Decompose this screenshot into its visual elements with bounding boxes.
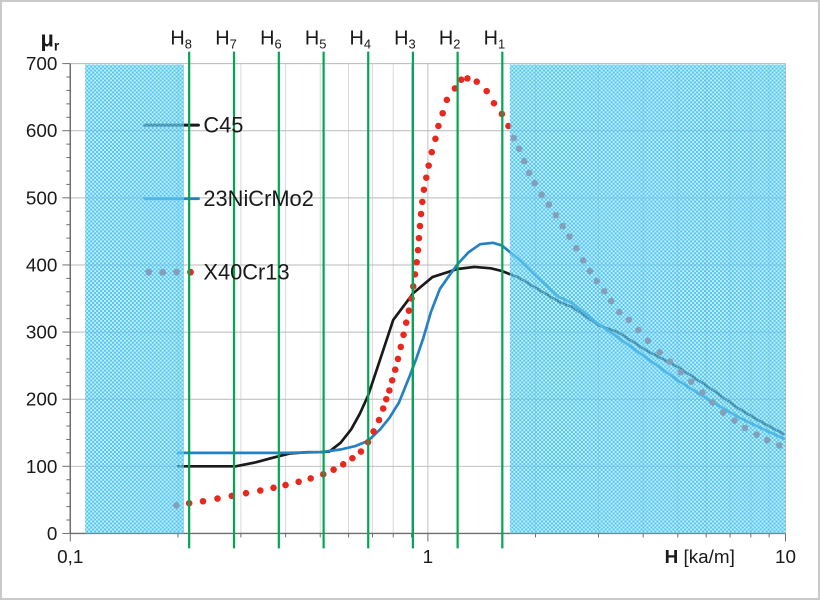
series-x40cr13-dot [386, 387, 393, 394]
y-tick-label: 0 [47, 523, 57, 544]
marker-label-base: H [350, 28, 364, 50]
x-tick-label: 0,1 [57, 546, 83, 567]
series-x40cr13-dot [416, 222, 424, 230]
marker-label-sub: 2 [453, 37, 460, 52]
legend-label-x40cr13: X40Cr13 [203, 260, 289, 285]
y-tick-label: 400 [26, 254, 57, 275]
marker-label-base: H [215, 28, 229, 50]
marker-label-base: H [484, 28, 498, 50]
series-x40cr13-dot [330, 466, 337, 473]
marker-label-base: H [439, 28, 453, 50]
series-x40cr13-dot [420, 186, 428, 194]
marker-label-h8: H8 [170, 28, 192, 52]
y-tick-label: 200 [26, 389, 57, 410]
legend-label-23nicrmo2: 23NiCrMo2 [203, 186, 313, 211]
series-x40cr13-dot [379, 405, 387, 412]
y-axis-title-symbol: μ [40, 27, 53, 52]
y-tick-label: 100 [26, 456, 57, 477]
series-x40cr13-dot [214, 495, 221, 502]
marker-label-base: H [170, 28, 184, 50]
series-x40cr13-dot [400, 331, 407, 339]
series-x40cr13-dot [370, 428, 377, 435]
marker-label-h3: H3 [394, 28, 416, 52]
marker-label-h2: H2 [439, 28, 461, 52]
series-x40cr13-dot [402, 319, 410, 326]
marker-label-base: H [305, 28, 319, 50]
marker-label-sub: 4 [364, 37, 371, 52]
series-x40cr13-dot [242, 489, 250, 497]
series-x40cr13-dot [307, 475, 314, 482]
series-x40cr13-dot [435, 122, 442, 130]
series-x40cr13-dot [391, 366, 399, 373]
series-x40cr13-dot [432, 135, 439, 143]
series-x40cr13-dot [428, 148, 436, 156]
legend-label-c45: C45 [203, 113, 243, 138]
series-x40cr13-dot [417, 210, 425, 218]
series-x40cr13-dot [423, 174, 430, 181]
y-axis-title: μr [40, 27, 59, 54]
x-axis-title-unit: [ka/m] [678, 546, 735, 567]
series-x40cr13-dot [394, 355, 402, 363]
series-x40cr13-dot [270, 484, 277, 492]
series-x40cr13-dot [295, 478, 302, 486]
marker-label-h7: H7 [215, 28, 237, 52]
series-x40cr13-dot [357, 448, 365, 455]
series-x40cr13-dot [282, 481, 289, 489]
series-x40cr13-dot [397, 343, 405, 351]
series-x40cr13-dot [415, 234, 423, 242]
marker-label-sub: 7 [230, 37, 237, 52]
y-tick-label: 500 [26, 187, 57, 208]
x-tick-label: 10 [775, 546, 796, 567]
series-x40cr13-dot [375, 416, 383, 424]
series-x40cr13-dot [483, 87, 490, 95]
series-x40cr13-dot [388, 377, 396, 384]
y-tick-label: 300 [26, 322, 57, 343]
marker-label-h6: H6 [260, 28, 282, 52]
x-tick-label: 1 [423, 546, 434, 567]
y-tick-label: 600 [26, 120, 57, 141]
marker-label-base: H [394, 28, 408, 50]
x-axis-title: H [ka/m] [665, 546, 735, 567]
series-x40cr13-dot [473, 78, 481, 85]
y-axis-title-sub: r [54, 38, 60, 54]
marker-label-h5: H5 [305, 28, 327, 52]
series-x40cr13-dot [413, 258, 420, 266]
series-x40cr13-dot [464, 75, 471, 82]
shaded-region-left [85, 64, 185, 534]
marker-label-sub: 8 [185, 37, 192, 52]
series-x40cr13-dot [425, 162, 432, 169]
marker-label-sub: 1 [498, 37, 505, 52]
series-x40cr13-dot [349, 454, 356, 462]
marker-label-sub: 5 [319, 37, 326, 52]
series-x40cr13-dot [405, 307, 413, 314]
x-axis-title-symbol: H [665, 546, 679, 567]
series-x40cr13-dot [439, 109, 446, 117]
series-x40cr13-dot [490, 99, 498, 107]
series-x40cr13-dot [257, 487, 264, 494]
marker-label-h1: H1 [484, 28, 506, 52]
series-x40cr13-dot [443, 96, 451, 104]
marker-label-sub: 3 [409, 37, 416, 52]
marker-label-sub: 6 [274, 37, 281, 52]
y-tick-label: 700 [26, 53, 57, 74]
series-x40cr13-dot [339, 461, 347, 468]
series-x40cr13-dot [199, 497, 207, 505]
shaded-region-right [509, 64, 786, 534]
series-x40cr13-dot [414, 246, 422, 254]
series-x40cr13-dot [457, 76, 465, 83]
series-x40cr13-dot [382, 395, 390, 403]
series-x40cr13-dot [419, 198, 426, 206]
marker-label-base: H [260, 28, 274, 50]
marker-label-h4: H4 [350, 28, 372, 52]
